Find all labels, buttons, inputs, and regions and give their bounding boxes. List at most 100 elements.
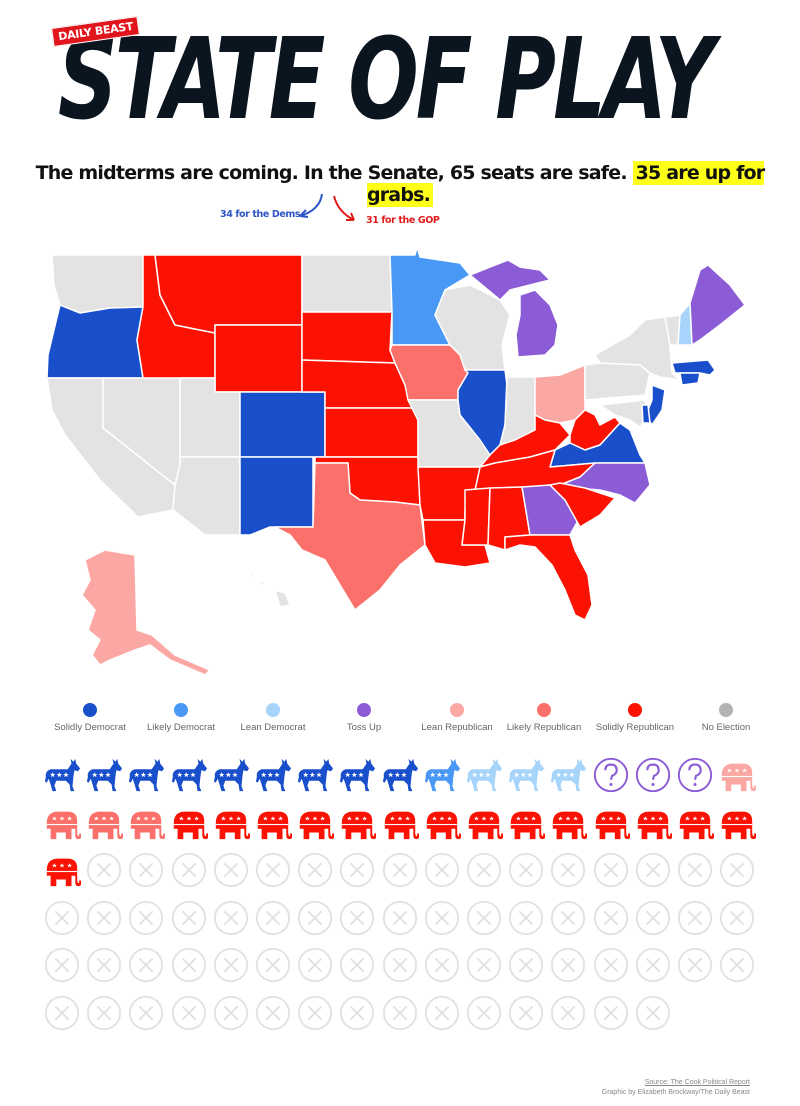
state-mississippi[interactable] (461, 487, 491, 546)
state-new-york[interactable] (594, 316, 681, 381)
state-massachusetts[interactable] (671, 359, 716, 376)
credit-text: Graphic by Elizabeth Brockway/The Daily … (601, 1089, 750, 1096)
donkey-icon (212, 756, 250, 794)
no-election-seat (381, 946, 419, 984)
x-circle-icon (170, 946, 208, 984)
x-circle-icon (85, 899, 123, 937)
no-election-seat (549, 851, 587, 889)
x-circle-icon (549, 899, 587, 937)
state-north-carolina[interactable] (559, 462, 651, 504)
state-hawaii[interactable] (249, 572, 291, 608)
likely-rep-seat (85, 804, 123, 842)
state-florida[interactable] (504, 534, 593, 621)
no-election-seat (718, 946, 756, 984)
state-texas[interactable] (274, 462, 426, 611)
no-election-seat (254, 899, 292, 937)
state-delaware[interactable] (641, 404, 651, 424)
state-maryland[interactable] (599, 399, 649, 428)
donkey-icon (338, 756, 376, 794)
state-arizona[interactable] (172, 456, 241, 536)
no-election-seat (465, 899, 503, 937)
legend-dot-icon (357, 703, 371, 717)
state-montana[interactable] (154, 254, 303, 334)
donkey-icon (85, 756, 123, 794)
state-ohio[interactable] (534, 364, 586, 424)
no-election-seat (212, 994, 250, 1032)
state-south-dakota[interactable] (301, 311, 396, 364)
likely-rep-seat (127, 804, 165, 842)
no-election-seat (338, 851, 376, 889)
x-circle-icon (549, 946, 587, 984)
state-south-carolina[interactable] (549, 482, 616, 528)
solid-rep-seat (634, 804, 672, 842)
legend-dot-icon (719, 703, 733, 717)
legend-dot-icon (83, 703, 97, 717)
legend-lean-republican: Lean Republican (407, 703, 507, 733)
no-election-seat (296, 899, 334, 937)
no-election-seat (85, 946, 123, 984)
no-election-seat (423, 899, 461, 937)
toss-up-seat (676, 756, 714, 794)
elephant-icon (381, 804, 419, 842)
likely-rep-seat (43, 804, 81, 842)
solid-dem-seat (127, 756, 165, 794)
no-election-seat (254, 851, 292, 889)
solid-rep-seat (465, 804, 503, 842)
x-circle-icon (423, 851, 461, 889)
state-michigan[interactable] (469, 259, 559, 358)
legend-dot-icon (450, 703, 464, 717)
elephant-icon (718, 804, 756, 842)
no-election-seat (507, 994, 545, 1032)
state-new-jersey[interactable] (645, 384, 666, 426)
source-link[interactable]: Source: The Cook Political Report (644, 1079, 750, 1086)
no-election-seat (634, 994, 672, 1032)
solid-rep-seat (43, 851, 81, 889)
no-election-seat (507, 851, 545, 889)
state-oregon[interactable] (46, 304, 144, 379)
no-election-seat (338, 994, 376, 1032)
x-circle-icon (634, 994, 672, 1032)
solid-rep-seat (338, 804, 376, 842)
state-new-mexico[interactable] (239, 456, 314, 536)
no-election-seat (338, 899, 376, 937)
state-alaska[interactable] (81, 549, 211, 675)
legend-toss-up: Toss Up (314, 703, 414, 733)
elephant-icon (634, 804, 672, 842)
state-washington[interactable] (51, 254, 144, 314)
no-election-seat (212, 946, 250, 984)
no-election-seat (676, 946, 714, 984)
lean-rep-seat (718, 756, 756, 794)
no-election-seat (43, 899, 81, 937)
legend-dot-icon (174, 703, 188, 717)
solid-rep-seat (381, 804, 419, 842)
no-election-seat (296, 994, 334, 1032)
state-minnesota[interactable] (389, 246, 471, 346)
x-circle-icon (634, 851, 672, 889)
state-pennsylvania[interactable] (584, 362, 651, 401)
no-election-seat (634, 946, 672, 984)
x-circle-icon (338, 994, 376, 1032)
no-election-seat (127, 946, 165, 984)
x-circle-icon (465, 899, 503, 937)
no-election-seat (338, 946, 376, 984)
legend-dot-icon (628, 703, 642, 717)
no-election-seat (170, 994, 208, 1032)
state-colorado[interactable] (239, 391, 326, 458)
legend-likely-republican: Likely Republican (494, 703, 594, 733)
x-circle-icon (338, 851, 376, 889)
state-north-dakota[interactable] (301, 254, 393, 313)
x-circle-icon (676, 946, 714, 984)
state-kansas[interactable] (324, 407, 419, 458)
state-wyoming[interactable] (214, 324, 303, 393)
solid-rep-seat (676, 804, 714, 842)
no-election-seat (465, 946, 503, 984)
x-circle-icon (507, 946, 545, 984)
toss-up-seat (592, 756, 630, 794)
x-circle-icon (381, 851, 419, 889)
state-connecticut[interactable] (679, 372, 701, 386)
solid-rep-seat (254, 804, 292, 842)
x-circle-icon (85, 851, 123, 889)
state-maine[interactable] (689, 264, 746, 346)
elephant-icon (85, 804, 123, 842)
x-circle-icon (676, 899, 714, 937)
